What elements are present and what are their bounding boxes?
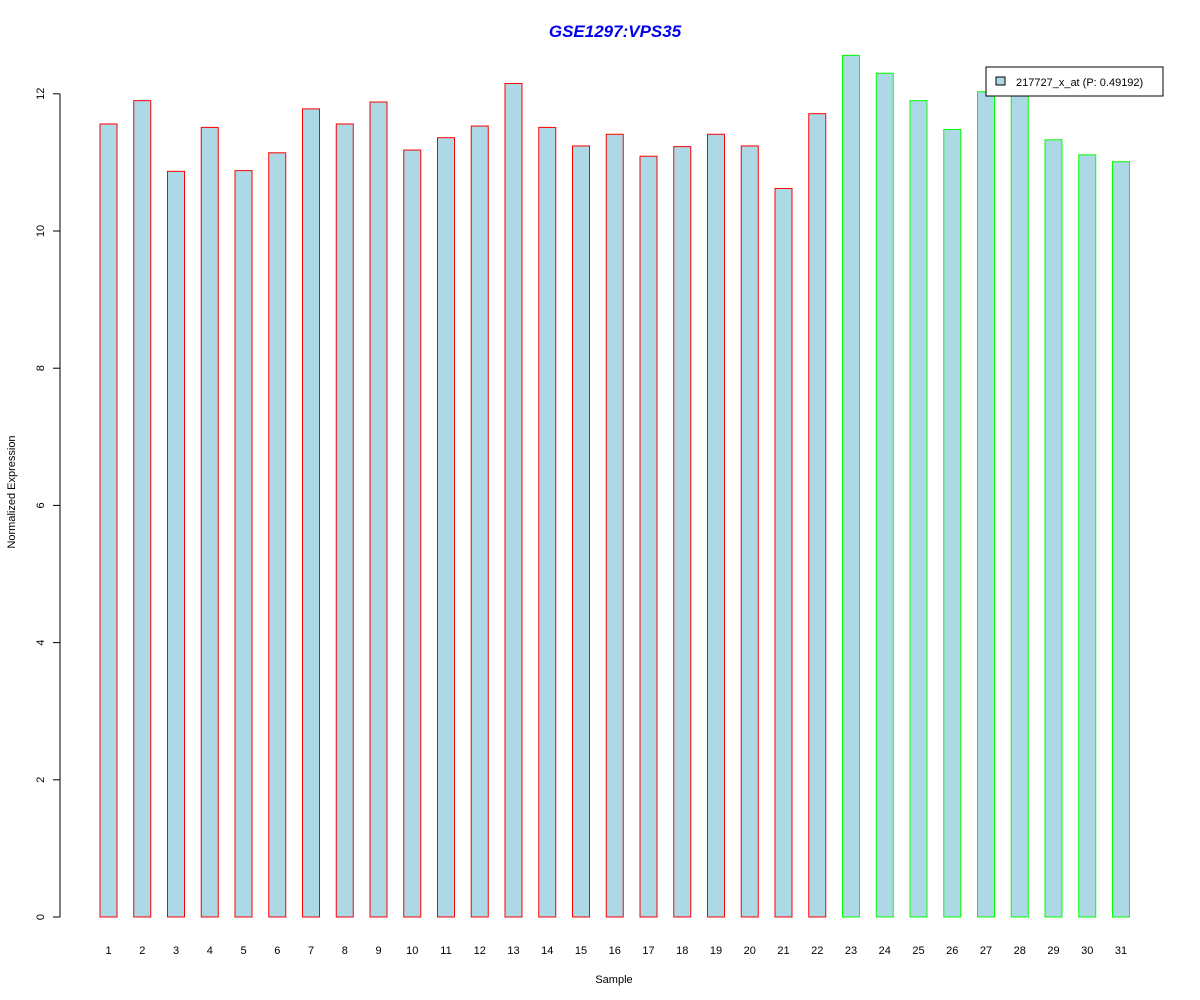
bar-30 xyxy=(1078,154,1097,918)
x-tick-label: 14 xyxy=(541,945,553,957)
x-tick-label: 22 xyxy=(811,945,823,957)
x-tick-label: 11 xyxy=(440,945,451,957)
x-tick-label: 19 xyxy=(710,945,722,957)
x-tick-label: 28 xyxy=(1014,945,1026,957)
bar-22 xyxy=(808,113,827,918)
bar-13 xyxy=(504,83,523,918)
legend-label: 217727_x_at (P: 0.49192) xyxy=(1016,77,1143,89)
bar-27 xyxy=(977,91,995,918)
y-tick-label: 2 xyxy=(35,777,47,783)
chart-title: GSE1297:VPS35 xyxy=(549,22,682,41)
bar-24 xyxy=(875,72,894,918)
bar-3 xyxy=(167,170,185,918)
bars xyxy=(99,54,1130,918)
x-tick-label: 2 xyxy=(139,945,145,957)
bar-29 xyxy=(1044,139,1063,918)
x-tick-label: 3 xyxy=(173,945,179,957)
y-tick-label: 10 xyxy=(35,225,47,237)
bar-2 xyxy=(133,100,152,918)
bar-31 xyxy=(1112,161,1130,918)
bar-6 xyxy=(268,152,287,918)
bar-16 xyxy=(605,133,624,918)
bar-10 xyxy=(403,149,422,918)
bar-15 xyxy=(572,145,590,918)
x-axis-label: Sample xyxy=(595,974,632,986)
bar-25 xyxy=(909,100,928,918)
x-tick-label: 4 xyxy=(207,945,213,957)
x-tick-label: 10 xyxy=(406,945,418,957)
bar-17 xyxy=(639,155,658,918)
x-tick-label: 5 xyxy=(240,945,246,957)
y-tick-label: 0 xyxy=(35,914,47,920)
x-tick-label: 18 xyxy=(676,945,688,957)
bar-1 xyxy=(99,123,118,918)
bar-20 xyxy=(740,145,759,918)
legend-box xyxy=(985,66,1164,97)
x-tick-label: 24 xyxy=(879,945,891,957)
x-tick-label: 20 xyxy=(744,945,756,957)
y-tick-label: 12 xyxy=(35,88,47,100)
bar-7 xyxy=(302,108,320,918)
bar-12 xyxy=(470,125,489,918)
x-tick-label: 6 xyxy=(274,945,280,957)
bar-4 xyxy=(200,126,219,918)
y-axis-label: Normalized Expression xyxy=(6,435,18,548)
x-tick-label: 31 xyxy=(1115,945,1127,957)
bar-28 xyxy=(1010,91,1029,918)
bar-8 xyxy=(335,123,354,918)
bar-23 xyxy=(842,54,860,918)
x-tick-label: 21 xyxy=(777,945,789,957)
bar-5 xyxy=(234,170,253,918)
y-axis: 0 2 4 6 8 10 12 xyxy=(35,88,61,920)
x-tick-label: 27 xyxy=(980,945,992,957)
x-tick-label: 25 xyxy=(912,945,924,957)
x-tick-label: 17 xyxy=(642,945,654,957)
y-tick-label: 4 xyxy=(35,640,47,646)
bar-9 xyxy=(369,101,388,918)
legend: 217727_x_at (P: 0.49192) xyxy=(985,66,1164,97)
bar-18 xyxy=(673,146,692,918)
bar-11 xyxy=(437,137,455,918)
y-tick-label: 8 xyxy=(35,365,47,371)
x-tick-label: 13 xyxy=(507,945,519,957)
x-tick-label: 8 xyxy=(342,945,348,957)
y-tick-label: 6 xyxy=(35,502,47,508)
x-tick-labels: 1 2 3 4 5 6 7 8 9 10 11 12 13 14 15 16 17 18 19 20 21 22 23 24 2… xyxy=(105,945,1127,957)
x-tick-label: 26 xyxy=(946,945,958,957)
x-tick-label: 7 xyxy=(308,945,314,957)
x-tick-label: 9 xyxy=(375,945,381,957)
bar-21 xyxy=(774,187,793,918)
legend-swatch xyxy=(995,76,1006,86)
x-tick-label: 16 xyxy=(609,945,621,957)
x-tick-label: 1 xyxy=(105,945,111,957)
x-tick-label: 30 xyxy=(1081,945,1093,957)
x-tick-label: 29 xyxy=(1047,945,1059,957)
x-tick-label: 23 xyxy=(845,945,857,957)
x-tick-label: 15 xyxy=(575,945,587,957)
x-tick-label: 12 xyxy=(474,945,486,957)
bar-19 xyxy=(707,133,725,918)
bar-26 xyxy=(943,128,962,918)
bar-14 xyxy=(538,126,557,918)
